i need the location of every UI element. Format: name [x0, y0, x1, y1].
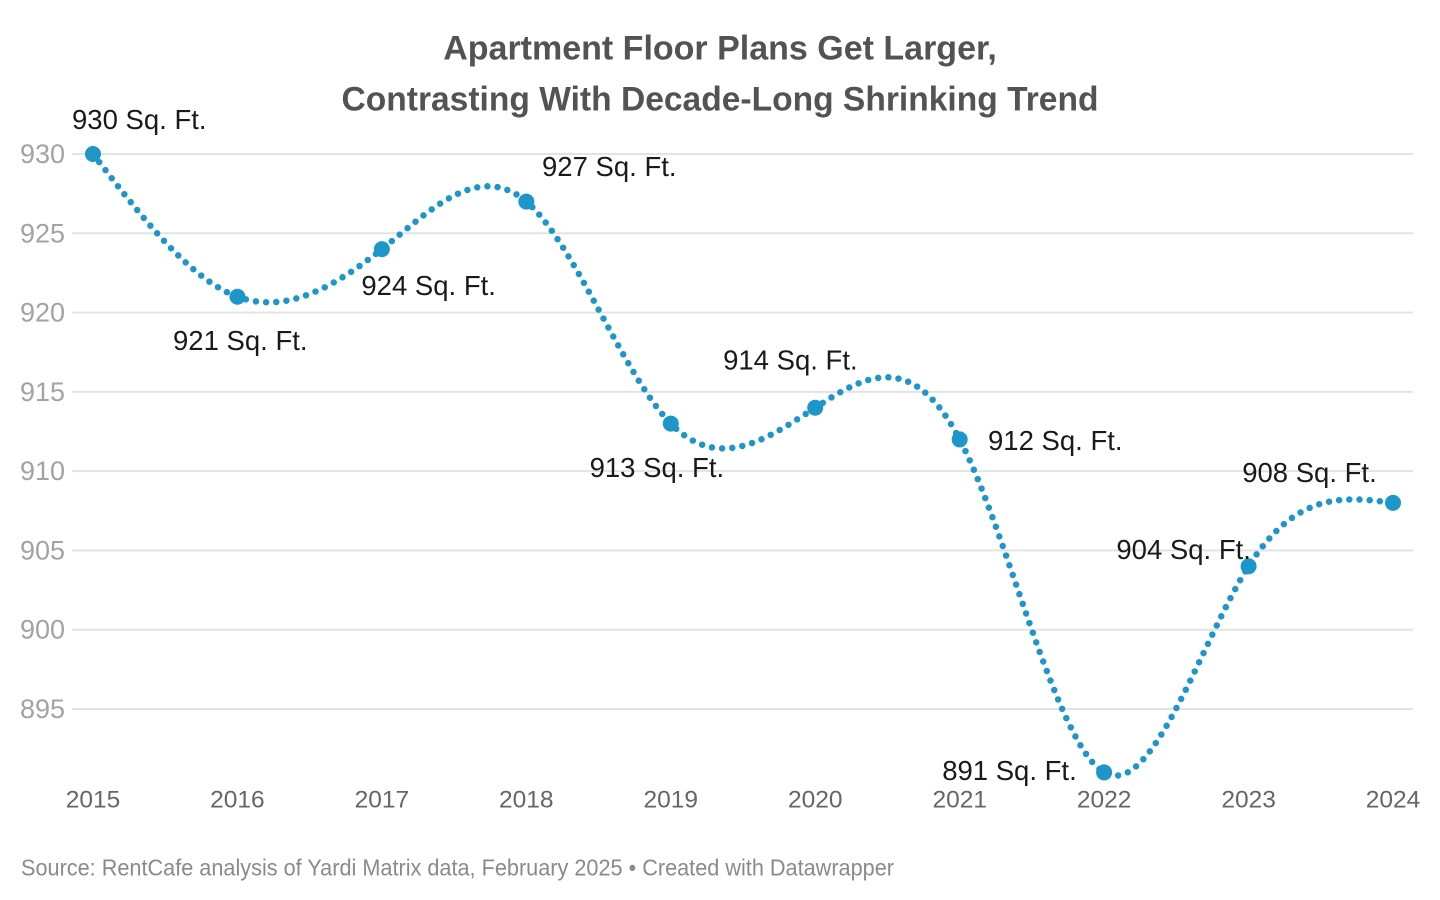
svg-text:921 Sq. Ft.: 921 Sq. Ft. — [173, 325, 308, 356]
svg-text:913 Sq. Ft.: 913 Sq. Ft. — [590, 452, 725, 483]
svg-text:930 Sq. Ft.: 930 Sq. Ft. — [72, 104, 207, 135]
svg-text:2017: 2017 — [355, 787, 410, 814]
svg-text:Contrasting With Decade-Long S: Contrasting With Decade-Long Shrinking T… — [342, 81, 1099, 119]
svg-text:2022: 2022 — [1077, 787, 1132, 814]
svg-text:925: 925 — [20, 218, 65, 248]
svg-text:904 Sq. Ft.: 904 Sq. Ft. — [1116, 534, 1251, 565]
svg-text:2019: 2019 — [644, 787, 699, 814]
svg-text:927 Sq. Ft.: 927 Sq. Ft. — [542, 151, 677, 182]
svg-text:2015: 2015 — [66, 787, 121, 814]
svg-text:891 Sq. Ft.: 891 Sq. Ft. — [942, 755, 1077, 786]
svg-text:930: 930 — [20, 139, 65, 169]
svg-text:905: 905 — [20, 535, 65, 565]
svg-text:900: 900 — [20, 615, 65, 645]
svg-text:910: 910 — [20, 456, 65, 486]
svg-text:908 Sq. Ft.: 908 Sq. Ft. — [1242, 457, 1377, 488]
svg-text:2023: 2023 — [1221, 787, 1276, 814]
svg-text:914 Sq. Ft.: 914 Sq. Ft. — [723, 345, 858, 376]
svg-text:920: 920 — [20, 298, 65, 328]
svg-text:912 Sq. Ft.: 912 Sq. Ft. — [988, 425, 1123, 456]
svg-text:Apartment Floor Plans Get Larg: Apartment Floor Plans Get Larger, — [443, 30, 997, 68]
svg-text:2020: 2020 — [788, 787, 843, 814]
svg-text:924 Sq. Ft.: 924 Sq. Ft. — [361, 270, 496, 301]
svg-text:2024: 2024 — [1366, 787, 1421, 814]
svg-text:2016: 2016 — [210, 787, 265, 814]
svg-text:2021: 2021 — [932, 787, 987, 814]
svg-text:2018: 2018 — [499, 787, 554, 814]
svg-text:915: 915 — [20, 377, 65, 407]
svg-text:895: 895 — [20, 694, 65, 724]
svg-text:Source: RentCafe analysis of Y: Source: RentCafe analysis of Yardi Matri… — [21, 855, 894, 881]
